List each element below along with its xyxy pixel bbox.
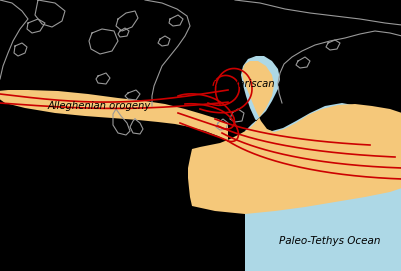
Polygon shape (0, 90, 227, 141)
Text: Alleghenian orogeny: Alleghenian orogeny (48, 101, 151, 111)
Polygon shape (241, 56, 401, 271)
Text: Hercynian/Variscan orogeny: Hercynian/Variscan orogeny (178, 79, 318, 89)
Text: Paleo-Tethys Ocean: Paleo-Tethys Ocean (279, 236, 380, 246)
Polygon shape (188, 61, 401, 214)
